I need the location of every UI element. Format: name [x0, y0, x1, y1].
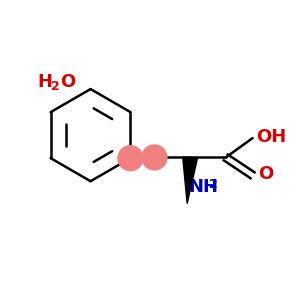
Text: OH: OH	[256, 128, 286, 146]
Circle shape	[142, 145, 167, 170]
Text: O: O	[258, 165, 273, 183]
Circle shape	[118, 146, 143, 171]
Polygon shape	[183, 157, 197, 203]
Text: 2: 2	[209, 178, 218, 191]
Text: H: H	[37, 73, 52, 91]
Text: O: O	[60, 73, 76, 91]
Text: 2: 2	[51, 80, 60, 94]
Text: NH: NH	[189, 178, 219, 196]
